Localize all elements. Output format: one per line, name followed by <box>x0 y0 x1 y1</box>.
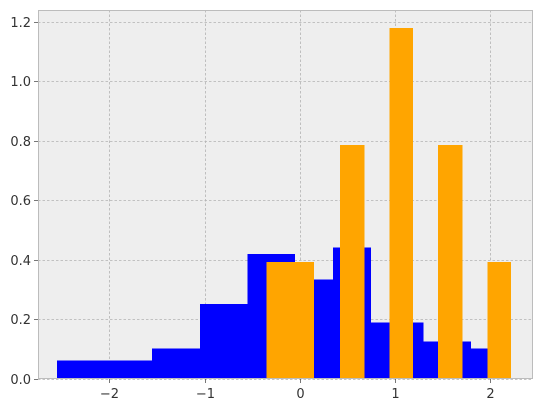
histogram-bar <box>57 360 153 379</box>
histogram-bar <box>266 262 315 379</box>
histogram-bar <box>487 262 512 379</box>
histogram-bar <box>314 279 334 379</box>
histogram-bar <box>437 145 463 379</box>
series-1 <box>266 27 512 380</box>
x-tick-label: −2 <box>100 387 119 402</box>
bars <box>57 27 512 380</box>
x-tick-label: 0 <box>296 387 304 402</box>
y-tick-label: 0.0 <box>10 373 31 388</box>
y-tick-label: 1.2 <box>10 16 31 31</box>
histogram-bar <box>199 304 248 379</box>
x-tick-label: 2 <box>486 387 494 402</box>
x-axis: −2 −1 0 1 2 <box>100 379 495 402</box>
x-tick-label: 1 <box>391 387 399 402</box>
histogram-bar <box>389 27 414 380</box>
histogram-bar <box>339 145 365 379</box>
x-tick-label: −1 <box>196 387 215 402</box>
y-tick-label: 0.2 <box>10 313 31 328</box>
y-axis: 0.0 0.2 0.4 0.6 0.8 1.0 1.2 <box>10 16 38 388</box>
y-tick-label: 0.6 <box>10 194 31 209</box>
histogram-bar <box>152 348 200 379</box>
y-tick-label: 0.8 <box>10 135 31 150</box>
y-tick-label: 0.4 <box>10 254 31 269</box>
plot-frame <box>38 10 533 379</box>
y-tick-label: 1.0 <box>10 75 31 90</box>
